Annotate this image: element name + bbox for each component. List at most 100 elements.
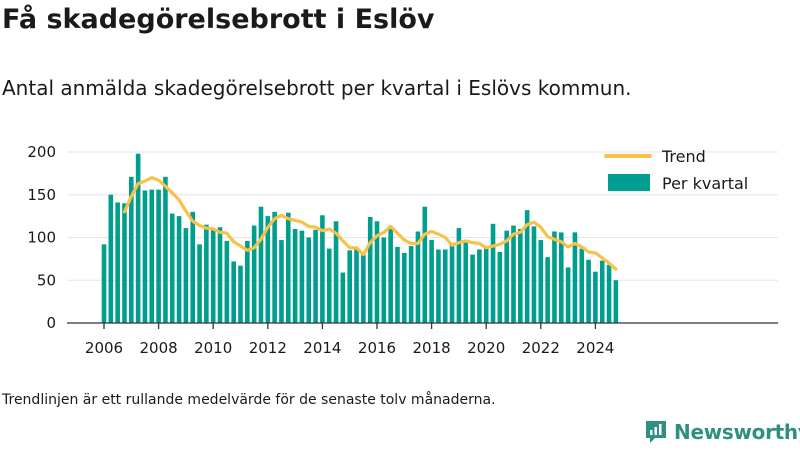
brand[interactable]: Newsworthy — [644, 419, 800, 445]
legend: Trend Per kvartal — [604, 147, 748, 193]
bar — [142, 190, 148, 323]
bar — [415, 231, 421, 323]
bar — [463, 241, 469, 323]
bar — [402, 252, 407, 323]
legend-trend-label: Trend — [661, 147, 706, 166]
bar — [197, 244, 202, 323]
x-tick-label: 2008 — [140, 339, 178, 357]
bar — [347, 250, 352, 323]
bar — [490, 223, 496, 323]
bar — [511, 225, 516, 323]
bar — [518, 228, 523, 323]
bar — [408, 246, 414, 323]
bar — [272, 211, 277, 323]
bar — [374, 221, 380, 323]
bar — [572, 232, 578, 323]
x-tick-label: 2022 — [522, 339, 560, 357]
bar — [156, 189, 161, 323]
bar — [436, 249, 441, 323]
y-tick-label: 200 — [27, 143, 56, 161]
bar — [579, 248, 585, 323]
bar — [251, 225, 257, 323]
bar — [470, 254, 475, 323]
x-tick-label: 2014 — [303, 339, 341, 357]
bar — [586, 259, 591, 323]
bar — [101, 244, 107, 323]
x-tick-label: 2020 — [467, 339, 505, 357]
bar — [231, 261, 236, 323]
bar — [279, 240, 284, 323]
bar — [320, 215, 325, 323]
chart-subtitle: Antal anmälda skadegörelsebrott per kvar… — [2, 76, 632, 100]
y-tick-label: 150 — [27, 186, 56, 204]
bar — [361, 254, 366, 323]
bar — [285, 212, 291, 323]
y-tick-label: 0 — [46, 314, 56, 332]
bar — [224, 240, 230, 323]
bar — [210, 228, 216, 323]
bar — [313, 229, 318, 323]
bars — [101, 153, 619, 324]
legend-per-kvartal-swatch — [608, 174, 650, 191]
bar — [367, 216, 373, 323]
bar — [306, 237, 312, 323]
bar — [524, 210, 530, 323]
bar — [163, 176, 168, 323]
bar — [354, 249, 359, 323]
bar — [538, 240, 544, 323]
x-tick-label: 2010 — [194, 339, 232, 357]
bar — [169, 213, 175, 323]
bar — [483, 248, 489, 323]
bar — [149, 189, 155, 323]
bar — [381, 237, 387, 323]
bar — [456, 228, 462, 323]
x-tick-label: 2012 — [249, 339, 287, 357]
x-tick-label: 2018 — [413, 339, 451, 357]
bar — [552, 231, 557, 323]
bar — [108, 194, 114, 323]
bar — [326, 248, 332, 323]
bar — [340, 272, 346, 323]
bar — [497, 252, 503, 323]
bar — [545, 257, 550, 323]
bar — [258, 206, 264, 323]
chart-title: Få skadegörelsebrott i Eslöv — [2, 4, 435, 35]
bar — [245, 240, 250, 323]
bar — [299, 230, 305, 323]
bar — [613, 280, 619, 323]
bar — [531, 226, 537, 323]
bar — [599, 260, 605, 323]
x-tick-label: 2006 — [85, 339, 123, 357]
bar — [558, 232, 564, 323]
bar — [204, 224, 209, 323]
bar — [442, 249, 448, 323]
bar — [477, 249, 482, 323]
bar — [115, 202, 120, 323]
bar — [190, 211, 196, 323]
trend-line — [122, 176, 618, 271]
bar — [135, 153, 141, 323]
newsworthy-logo-icon — [646, 421, 666, 443]
y-tick-label: 100 — [27, 229, 56, 247]
brand-name: Newsworthy — [674, 420, 800, 444]
trend-line-group — [122, 176, 618, 271]
bar — [292, 228, 298, 323]
legend-per-kvartal-label: Per kvartal — [662, 174, 748, 193]
bar — [422, 206, 428, 323]
bar — [449, 244, 455, 323]
bar — [265, 216, 271, 324]
bar-chart: 0 50 100 150 200 2006 2008 2010 2012 2014 2016 2018… — [27, 143, 778, 357]
bar — [565, 267, 571, 323]
bar — [429, 240, 434, 323]
bar — [593, 271, 598, 323]
bar — [122, 203, 127, 323]
bar — [176, 216, 182, 324]
bar — [238, 265, 243, 323]
bar — [333, 221, 339, 323]
bar — [606, 264, 612, 323]
bar — [388, 228, 393, 323]
footnote: Trendlinjen är ett rullande medelvärde f… — [2, 392, 496, 408]
x-tick-label: 2024 — [576, 339, 614, 357]
x-tick-label: 2016 — [358, 339, 396, 357]
bar — [504, 230, 509, 323]
